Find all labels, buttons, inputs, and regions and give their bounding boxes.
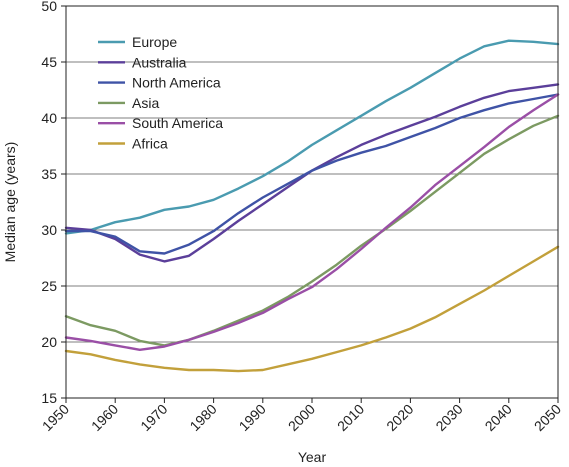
x-tick-label: 2000 — [285, 401, 318, 434]
series-line-south-america — [64, 93, 560, 351]
legend-label-south-america: South America — [132, 115, 223, 131]
x-tick-label: 1960 — [88, 401, 121, 434]
x-tick-label: 2050 — [531, 401, 564, 434]
y-tick-label: 40 — [41, 110, 57, 126]
series-line-europe — [64, 39, 560, 235]
y-tick-label: 15 — [41, 390, 57, 406]
legend-label-north-america: North America — [132, 75, 221, 91]
legend: Europe Australia North America Asia South Am… — [98, 34, 223, 152]
series-line-north-america — [64, 93, 560, 255]
y-tick-label: 45 — [41, 54, 57, 70]
series-lines — [64, 39, 560, 373]
legend-label-africa: Africa — [132, 136, 168, 152]
x-tick-label: 1980 — [186, 401, 219, 434]
y-tick-label: 35 — [41, 166, 57, 182]
series-line-asia — [64, 114, 560, 347]
y-tick-label: 50 — [41, 0, 57, 14]
legend-label-europe: Europe — [132, 34, 177, 50]
legend-label-asia: Asia — [132, 95, 159, 111]
y-tick-label: 20 — [41, 334, 57, 350]
x-tick-label: 2020 — [383, 401, 416, 434]
legend-label-australia: Australia — [132, 54, 187, 70]
y-axis-title: Median age (years) — [2, 142, 18, 263]
x-tick-label: 2030 — [432, 401, 465, 434]
y-tick-label: 30 — [41, 222, 57, 238]
y-axis-ticks: 15 20 25 30 35 40 45 50 — [41, 0, 66, 406]
x-tick-label: 1970 — [137, 401, 170, 434]
series-line-africa — [64, 245, 560, 373]
x-tick-label: 2010 — [334, 401, 367, 434]
x-tick-label: 1990 — [236, 401, 269, 434]
horizontal-gridlines — [66, 61, 558, 343]
y-tick-label: 25 — [41, 278, 57, 294]
x-axis-ticks: 1950 1960 1970 1980 1990 2000 2010 2020 2030 2040… — [39, 398, 564, 434]
x-axis-title: Year — [298, 449, 327, 465]
x-tick-label: 2040 — [482, 401, 515, 434]
